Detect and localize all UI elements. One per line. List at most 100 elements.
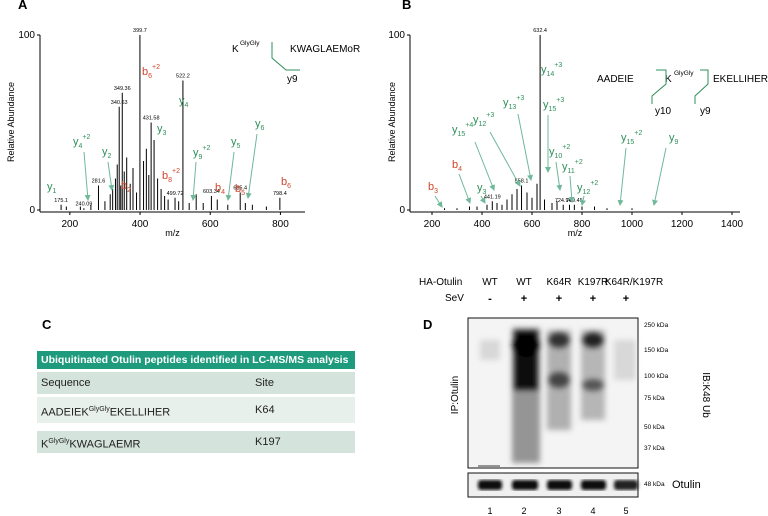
sequence: K: [232, 44, 239, 55]
y-axis-label: Relative Abundance: [6, 82, 16, 162]
seq: KWAGLAEMR: [69, 438, 141, 451]
y-tick-label: 100: [388, 30, 405, 41]
x-tick-label: 200: [61, 219, 78, 230]
ion-index: 6: [261, 125, 265, 132]
lane-number: 3: [556, 506, 561, 516]
marker-label: 75 kDa: [644, 395, 665, 402]
ion-index: 3: [434, 188, 438, 195]
table-row: AADEIEKGlyGlyEKELLIHER K64: [37, 397, 355, 423]
arrow: [434, 195, 443, 208]
ion-index: 15: [458, 131, 466, 138]
ion-charge: +2: [152, 64, 160, 71]
ion-charge: +4: [465, 122, 473, 129]
sev: +: [556, 293, 562, 305]
marker-label: 48 kDa: [644, 481, 665, 488]
ion-index: 8: [168, 177, 172, 184]
x-tick-label: 800: [574, 219, 591, 230]
peak-label: 441.19: [484, 194, 501, 200]
peak-label: 632.4: [533, 28, 547, 34]
peak-label: 399.7: [133, 28, 147, 34]
ion-label: b8+2: [162, 168, 180, 184]
peak-label: 724.94: [555, 198, 572, 204]
peak-label: 175.1: [54, 198, 68, 204]
ion-label: y9: [669, 132, 679, 146]
peptide-table: Ubiquitinated Otulin peptides identified…: [37, 351, 355, 453]
ion-type: y: [541, 64, 547, 76]
ion-label: b5: [235, 183, 245, 197]
mod: GlyGly: [48, 438, 70, 445]
cell: K197: [255, 436, 281, 448]
ion-type: y: [543, 99, 549, 111]
ion-index: 6: [148, 73, 152, 80]
modification: GlyGly: [240, 40, 260, 47]
lane-number: 4: [590, 506, 595, 516]
western-blot: HA-Otulin SeV IB:K48 Ub IP:Otulin 48 kDa…: [419, 277, 711, 498]
ion-index: 4: [185, 102, 189, 109]
ion-index: 12: [479, 121, 487, 128]
ion-label: y3: [157, 123, 167, 137]
ion-label: y3: [477, 182, 487, 196]
ion-label: y11+2: [562, 159, 583, 175]
cell: K64: [255, 404, 275, 416]
peak-label: 603.34: [203, 189, 220, 195]
modification: GlyGly: [674, 70, 694, 77]
blot-label: Otulin: [672, 479, 701, 491]
arrow: [107, 161, 115, 191]
x-tick-label: 200: [424, 219, 441, 230]
peak-label: 798.4: [273, 191, 287, 197]
peak-label: 769.45: [566, 198, 583, 204]
ion-index: 3: [483, 189, 487, 196]
peak-label: 558.1: [515, 179, 529, 185]
arrow: [555, 161, 563, 191]
arrow: [225, 151, 235, 201]
sequence: EKELLIHER: [713, 74, 768, 85]
x-axis-label: m/z: [568, 228, 583, 238]
arrow: [190, 161, 197, 201]
ion-type: y: [102, 146, 108, 158]
ion-index: 1: [53, 188, 57, 195]
ion-charge: +2: [590, 180, 598, 187]
x-tick-label: 400: [474, 219, 491, 230]
arrow: [458, 173, 472, 204]
ion-label: y10 +2: [549, 144, 570, 160]
sequence: KWAGLAEMoR: [290, 44, 360, 55]
ion-label: y9 +2: [193, 145, 210, 161]
ion-type: y: [477, 182, 483, 194]
column-header: Sequence: [41, 377, 91, 389]
ion-label: y14 +3: [541, 62, 562, 78]
ion-label: y5: [231, 136, 241, 150]
ion-type: b: [281, 176, 287, 188]
ion-label: b6+2: [142, 64, 160, 80]
panel-label: C: [42, 317, 52, 332]
ion-label: b3: [428, 181, 438, 195]
ion-label: b4: [215, 182, 225, 196]
x-tick-label: 800: [272, 219, 289, 230]
ion-type: b: [162, 170, 168, 182]
arrow: [489, 131, 521, 187]
ion-index: 12: [583, 189, 591, 196]
seq: EKELLIHER: [109, 406, 171, 419]
ib-label: IB:K48 Ub: [700, 372, 711, 418]
column-header: Site: [255, 377, 274, 389]
peak-label: 499.72: [167, 191, 184, 197]
ion-type: y: [669, 132, 675, 144]
arrow: [580, 195, 587, 206]
sev: -: [488, 293, 492, 305]
sequence: AADEIE: [597, 74, 634, 85]
ion-charge: +2: [562, 144, 570, 151]
ion-index: 10: [555, 153, 563, 160]
ion-label: y4: [179, 95, 189, 109]
ion-label: y15 +4: [452, 122, 473, 138]
peak-label: 522.2: [176, 74, 190, 80]
ip-label: IP:Otulin: [450, 376, 461, 414]
sev: +: [590, 293, 596, 305]
sev: +: [623, 293, 629, 305]
ion-type: b: [452, 159, 458, 171]
arrow: [617, 147, 627, 206]
ion-label: y15 +2: [621, 130, 642, 146]
row-label: HA-Otulin: [419, 277, 462, 288]
ion-index: 4: [458, 166, 462, 173]
fragment-label: y9: [287, 74, 298, 85]
arrow: [517, 113, 533, 181]
